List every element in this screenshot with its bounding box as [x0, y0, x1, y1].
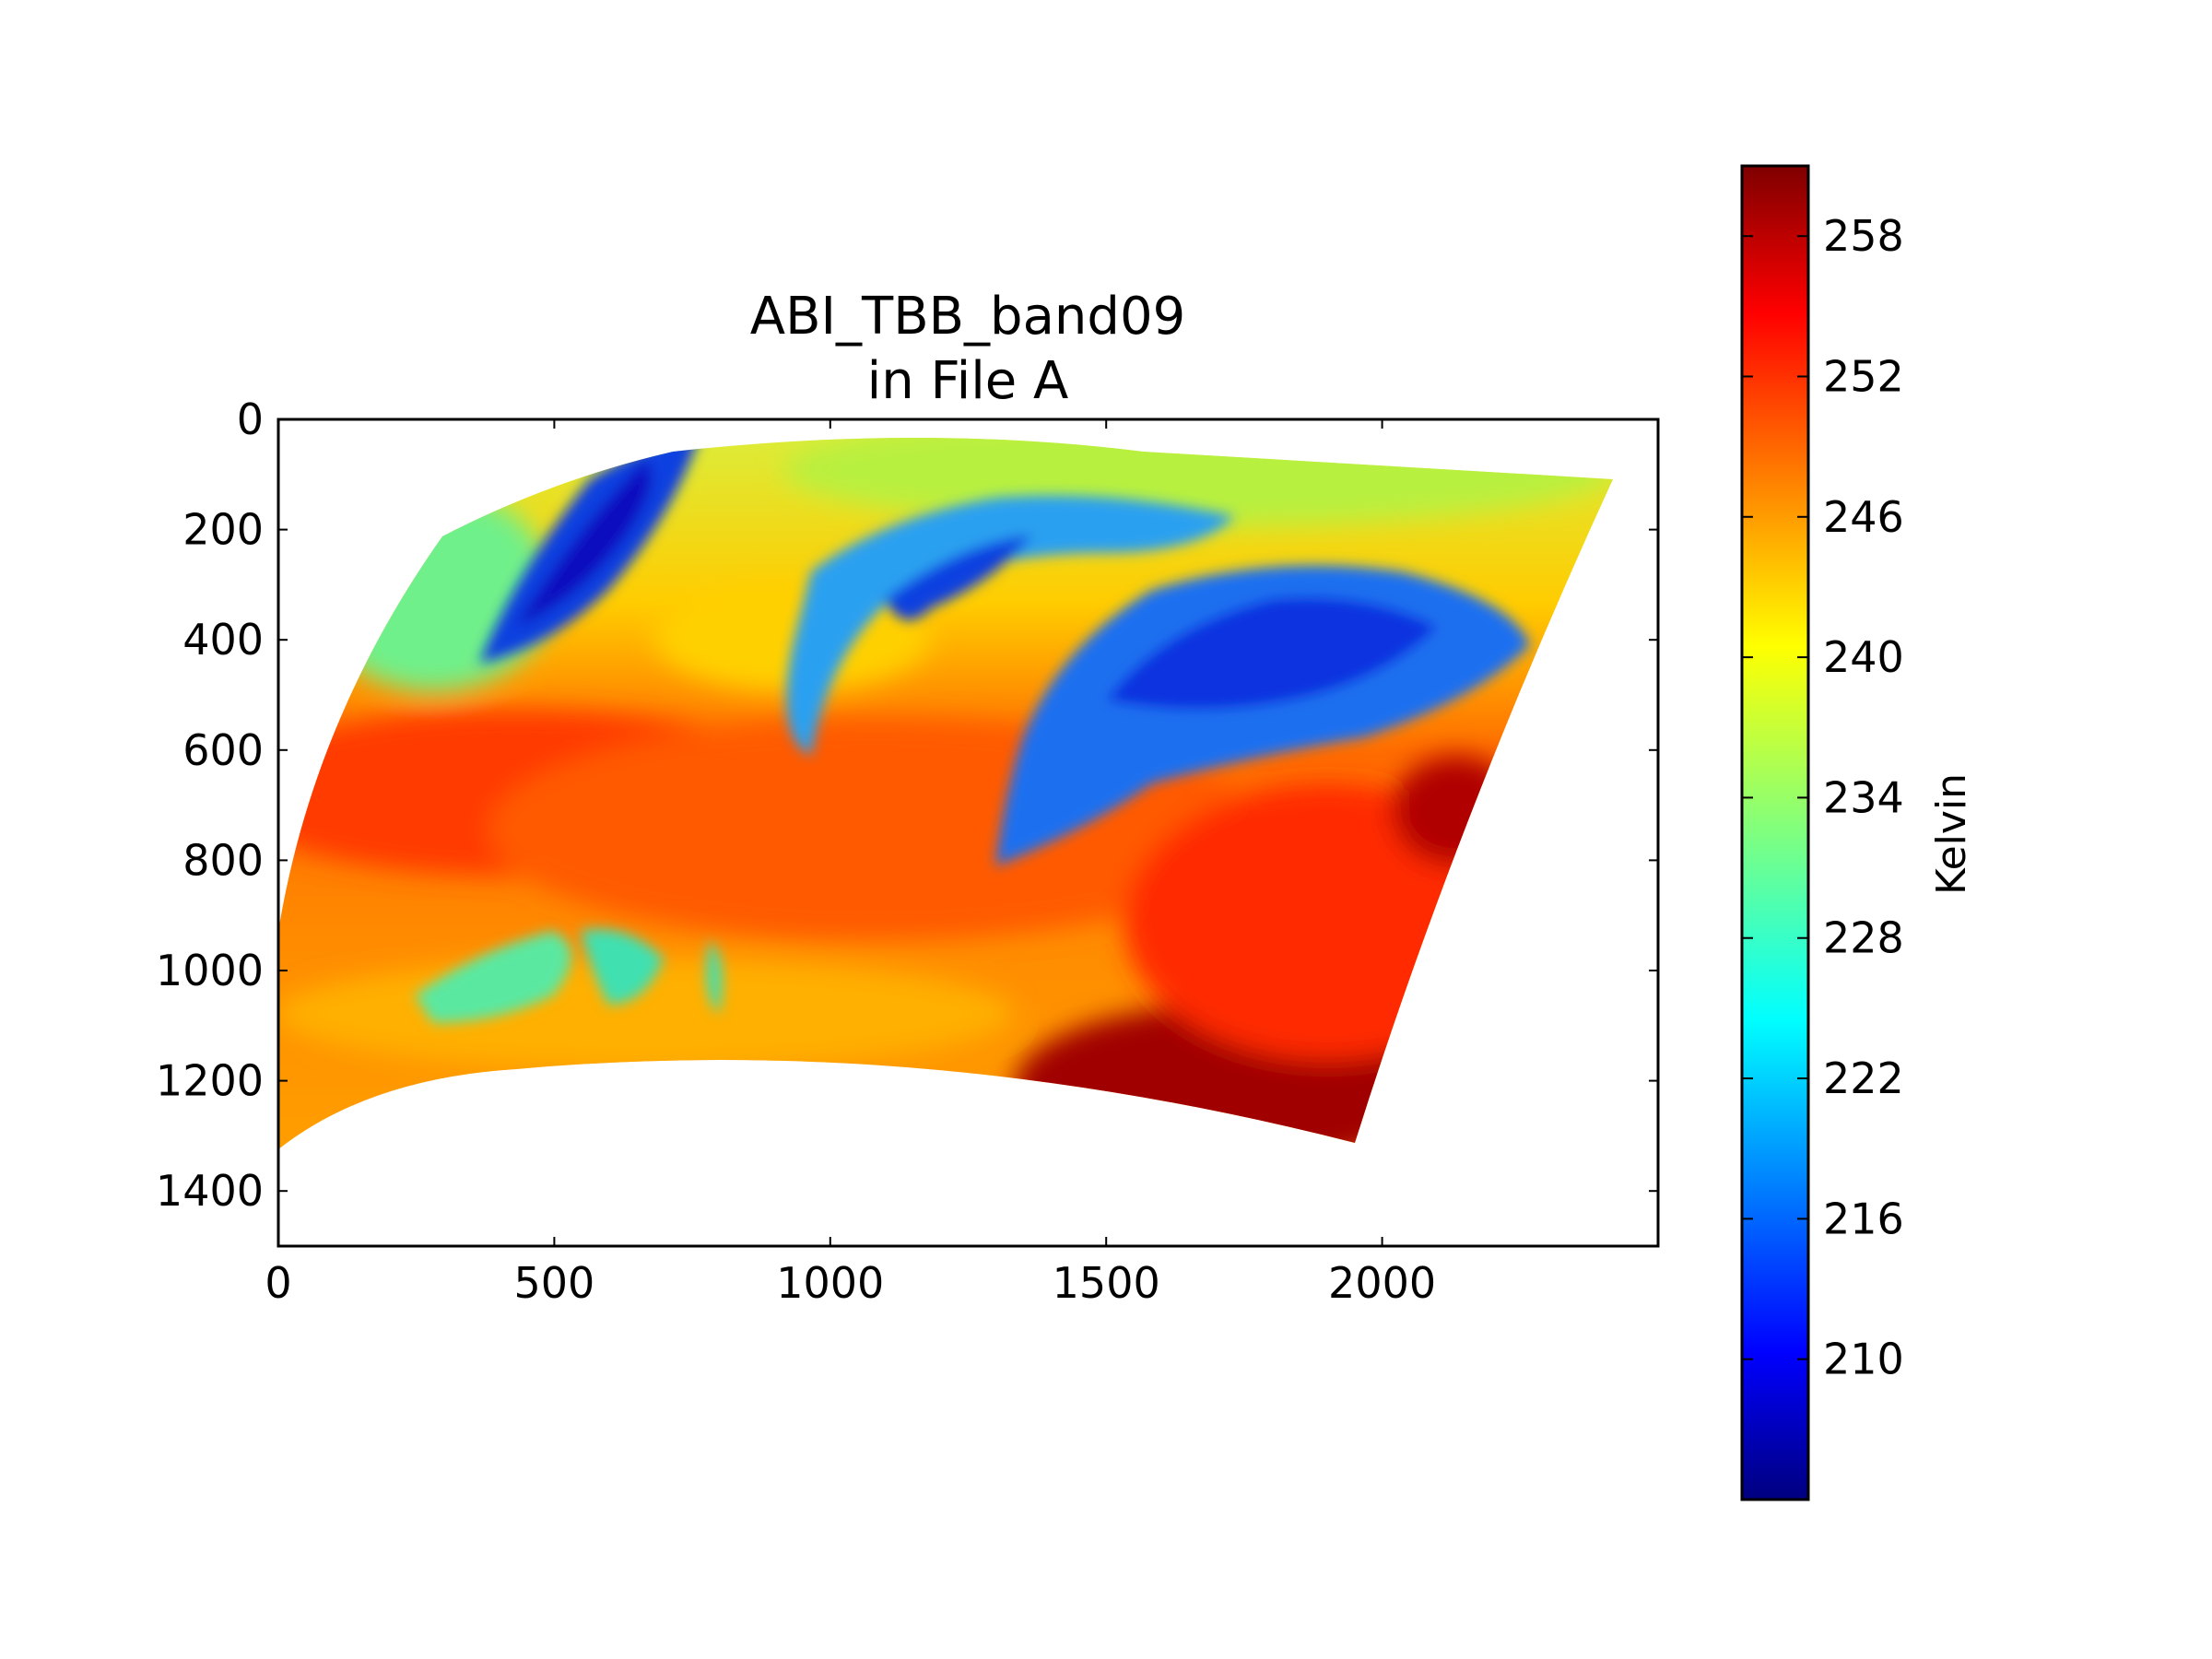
- y-tick-label: 800: [182, 835, 264, 885]
- cloud-patches-lower-left: [415, 931, 571, 1023]
- x-tick-label: 1500: [1053, 1258, 1160, 1308]
- x-tick-label: 0: [265, 1258, 291, 1308]
- colorbar-gradient: [1740, 164, 1810, 1501]
- x-tick-label: 1000: [776, 1258, 884, 1308]
- y-tick-label: 400: [182, 615, 264, 665]
- chart-title: ABI_TBB_band09: [750, 287, 1185, 347]
- x-axis: 0 500 1000 1500 2000: [265, 419, 1436, 1308]
- colorbar-ticks: 258 252 246 240 234 228 222 216 210: [1742, 211, 1904, 1384]
- cold-cloud-arc-centre: [786, 495, 1235, 756]
- swath-image: [278, 438, 1613, 1149]
- colorbar-label: Kelvin: [1928, 773, 1975, 895]
- x-tick-label: 500: [513, 1258, 594, 1308]
- colorbar-tick-label: 228: [1823, 913, 1904, 963]
- y-tick-label: 0: [237, 394, 264, 444]
- y-tick-label: 1400: [156, 1166, 264, 1216]
- x-tick-label: 2000: [1328, 1258, 1436, 1308]
- y-tick-label: 1200: [156, 1056, 264, 1106]
- colorbar-tick-label: 216: [1823, 1194, 1904, 1243]
- cold-cloud-upper-left-core: [516, 461, 652, 627]
- warm-region-right-mid: [1124, 783, 1530, 1060]
- colorbar-tick-label: 258: [1823, 211, 1904, 261]
- y-tick-label: 200: [182, 505, 264, 555]
- colorbar-tick-label: 252: [1823, 351, 1904, 401]
- green-band-top: [783, 438, 1613, 525]
- cold-cloud-arc-core: [885, 535, 1032, 620]
- cloud-patches-lower-centre: [581, 929, 664, 1005]
- y-tick-label: 600: [182, 725, 264, 775]
- y-axis: 0 200 400 600 800 1000 1200 1400: [156, 394, 1658, 1216]
- plot-axes: 0 500 1000 1500 2000 0 200 400 600 800 1000 1200 14…: [156, 394, 1660, 1308]
- colorbar-tick-label: 246: [1823, 492, 1904, 542]
- plot-frame: [276, 418, 1660, 1248]
- colorbar-tick-label: 210: [1823, 1335, 1904, 1384]
- colorbar-tick-label: 234: [1823, 772, 1904, 822]
- y-tick-label: 1000: [156, 946, 264, 995]
- colorbar-tick-label: 240: [1823, 632, 1904, 682]
- cold-cloud-mass-right-core: [1106, 597, 1438, 710]
- colorbar-tick-label: 222: [1823, 1053, 1904, 1103]
- chart-subtitle: in File A: [867, 351, 1069, 411]
- cloud-patch-lower-right: [706, 940, 723, 1014]
- warm-core-right: [1392, 756, 1521, 866]
- colorbar: 258 252 246 240 234 228 222 216 210 Kelvin: [1740, 164, 1975, 1501]
